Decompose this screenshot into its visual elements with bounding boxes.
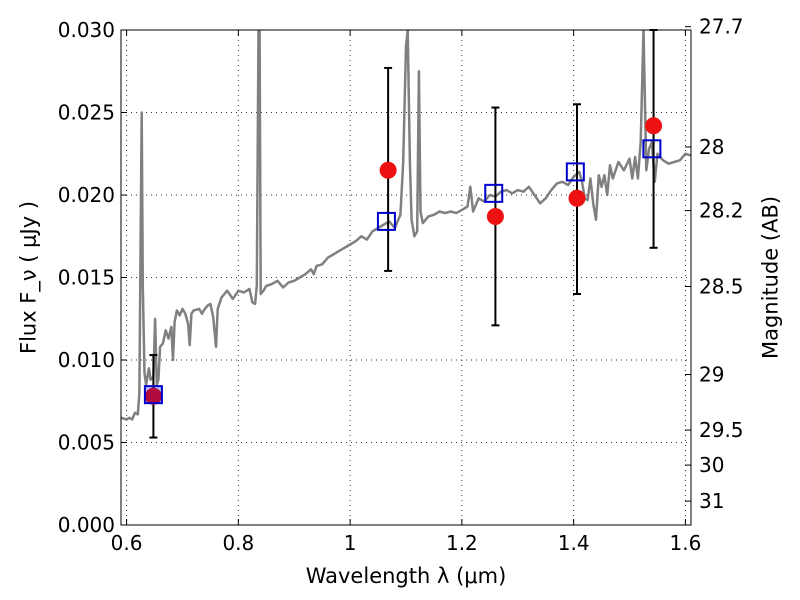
observed-point: [379, 161, 397, 179]
model-photometry-point: [376, 211, 396, 231]
grid: [121, 30, 691, 525]
y-tick-label: 0.000: [58, 513, 115, 537]
y2-axis: 27.7 28 28.2 28.5 29 29.5 30 31: [685, 15, 744, 513]
y-tick-label: 0.005: [58, 431, 115, 455]
y-tick-label: 0.030: [58, 18, 115, 42]
y-axis-title: Flux F_ν ( μJy ): [16, 201, 41, 354]
series-layer: [121, 29, 691, 439]
y-tick-label: 0.025: [58, 101, 115, 125]
y2-axis-title: Magnitude (AB): [758, 196, 782, 359]
x-tick-label: 0.8: [222, 531, 254, 555]
y2-tick-label: 31: [699, 489, 724, 513]
y2-tick-label: 30: [699, 453, 724, 477]
y2-tick-label: 29: [699, 363, 724, 387]
model-photometry-point: [642, 139, 662, 159]
x-tick-label: 0.6: [111, 531, 143, 555]
observed-point: [645, 117, 663, 135]
x-tick-label: 1.2: [446, 531, 478, 555]
y2-tick-label: 27.7: [699, 15, 744, 39]
x-tick-label: 1: [344, 531, 357, 555]
y2-tick-label: 28.5: [699, 274, 744, 298]
model-photometry-point: [484, 183, 504, 203]
y2-tick-label: 29.5: [699, 418, 744, 442]
y-axis: 0.000 0.005 0.010 0.015 0.020 0.025 0.030: [58, 18, 127, 537]
observed-point: [486, 207, 504, 225]
y2-tick-label: 28.2: [699, 199, 744, 223]
x-tick-label: 1.6: [670, 531, 702, 555]
x-tick-label: 1.4: [558, 531, 590, 555]
x-axis-title: Wavelength λ (μm): [306, 564, 507, 588]
observed-point: [568, 189, 586, 207]
x-axis: 0.6 0.8 1 1.2 1.4 1.6: [111, 30, 702, 555]
model-photometry-point: [143, 385, 163, 405]
spectrum-line: [121, 30, 691, 421]
model-photometry-point: [565, 162, 585, 182]
y2-tick-label: 28: [699, 135, 724, 159]
y-tick-label: 0.020: [58, 183, 115, 207]
y-tick-label: 0.010: [58, 348, 115, 372]
y-tick-label: 0.015: [58, 266, 115, 290]
